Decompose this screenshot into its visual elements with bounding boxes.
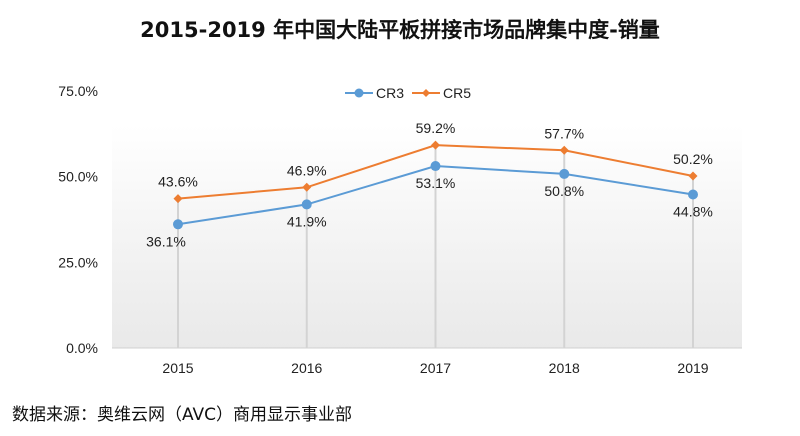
x-tick-label: 2015 bbox=[162, 360, 193, 376]
data-label: 53.1% bbox=[416, 175, 456, 191]
data-label: 46.9% bbox=[287, 162, 327, 178]
data-label: 43.6% bbox=[158, 174, 198, 190]
legend-marker-cr3 bbox=[354, 88, 364, 98]
x-tick-label: 2017 bbox=[420, 360, 451, 376]
y-tick-label: 25.0% bbox=[58, 254, 98, 270]
y-tick-label: 75.0% bbox=[58, 83, 98, 99]
data-point-cr3 bbox=[430, 161, 441, 172]
x-tick-label: 2019 bbox=[677, 360, 708, 376]
data-point-cr5 bbox=[173, 194, 183, 204]
data-point-cr5 bbox=[302, 182, 312, 192]
data-label: 44.8% bbox=[673, 203, 713, 219]
legend-label: CR5 bbox=[443, 85, 471, 101]
plot-background bbox=[112, 125, 742, 348]
data-label: 50.2% bbox=[673, 151, 713, 167]
data-point-cr5 bbox=[559, 145, 569, 155]
data-point-cr5 bbox=[431, 140, 440, 150]
legend-label: CR3 bbox=[376, 85, 404, 101]
data-point-cr3 bbox=[559, 168, 570, 179]
source-note: 数据来源：奥维云网（AVC）商用显示事业部 bbox=[12, 405, 353, 425]
data-point-cr3 bbox=[173, 219, 183, 230]
data-label: 50.8% bbox=[544, 183, 584, 199]
legend-marker-cr5 bbox=[422, 89, 430, 97]
y-tick-label: 50.0% bbox=[58, 169, 98, 185]
data-point-cr3 bbox=[301, 199, 312, 210]
data-label: 57.7% bbox=[544, 125, 584, 141]
chart-title: 2015-2019 年中国大陆平板拼接市场品牌集中度-销量 bbox=[140, 18, 660, 42]
data-label: 36.1% bbox=[146, 233, 186, 249]
data-label: 41.9% bbox=[287, 213, 327, 229]
data-point-cr3 bbox=[688, 189, 698, 200]
data-point-cr5 bbox=[688, 171, 698, 181]
x-tick-label: 2018 bbox=[549, 360, 580, 376]
y-tick-label: 0.0% bbox=[66, 340, 98, 356]
x-tick-label: 2016 bbox=[291, 360, 322, 376]
data-label: 59.2% bbox=[416, 120, 456, 136]
